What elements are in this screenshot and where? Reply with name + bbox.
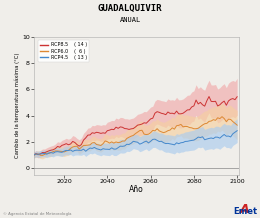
Text: ANUAL: ANUAL xyxy=(119,17,141,24)
Text: Emet: Emet xyxy=(233,207,257,216)
Text: GUADALQUIVIR: GUADALQUIVIR xyxy=(98,4,162,13)
Y-axis label: Cambio de la temperatura máxima (°C): Cambio de la temperatura máxima (°C) xyxy=(15,53,21,158)
X-axis label: Año: Año xyxy=(129,185,144,194)
Legend: RCP8.5    ( 14 ), RCP6.0    (  6 ), RCP4.5    ( 13 ): RCP8.5 ( 14 ), RCP6.0 ( 6 ), RCP4.5 ( 13… xyxy=(38,40,89,62)
Text: © Agencia Estatal de Meteorología: © Agencia Estatal de Meteorología xyxy=(3,212,71,216)
Text: A: A xyxy=(240,203,250,216)
